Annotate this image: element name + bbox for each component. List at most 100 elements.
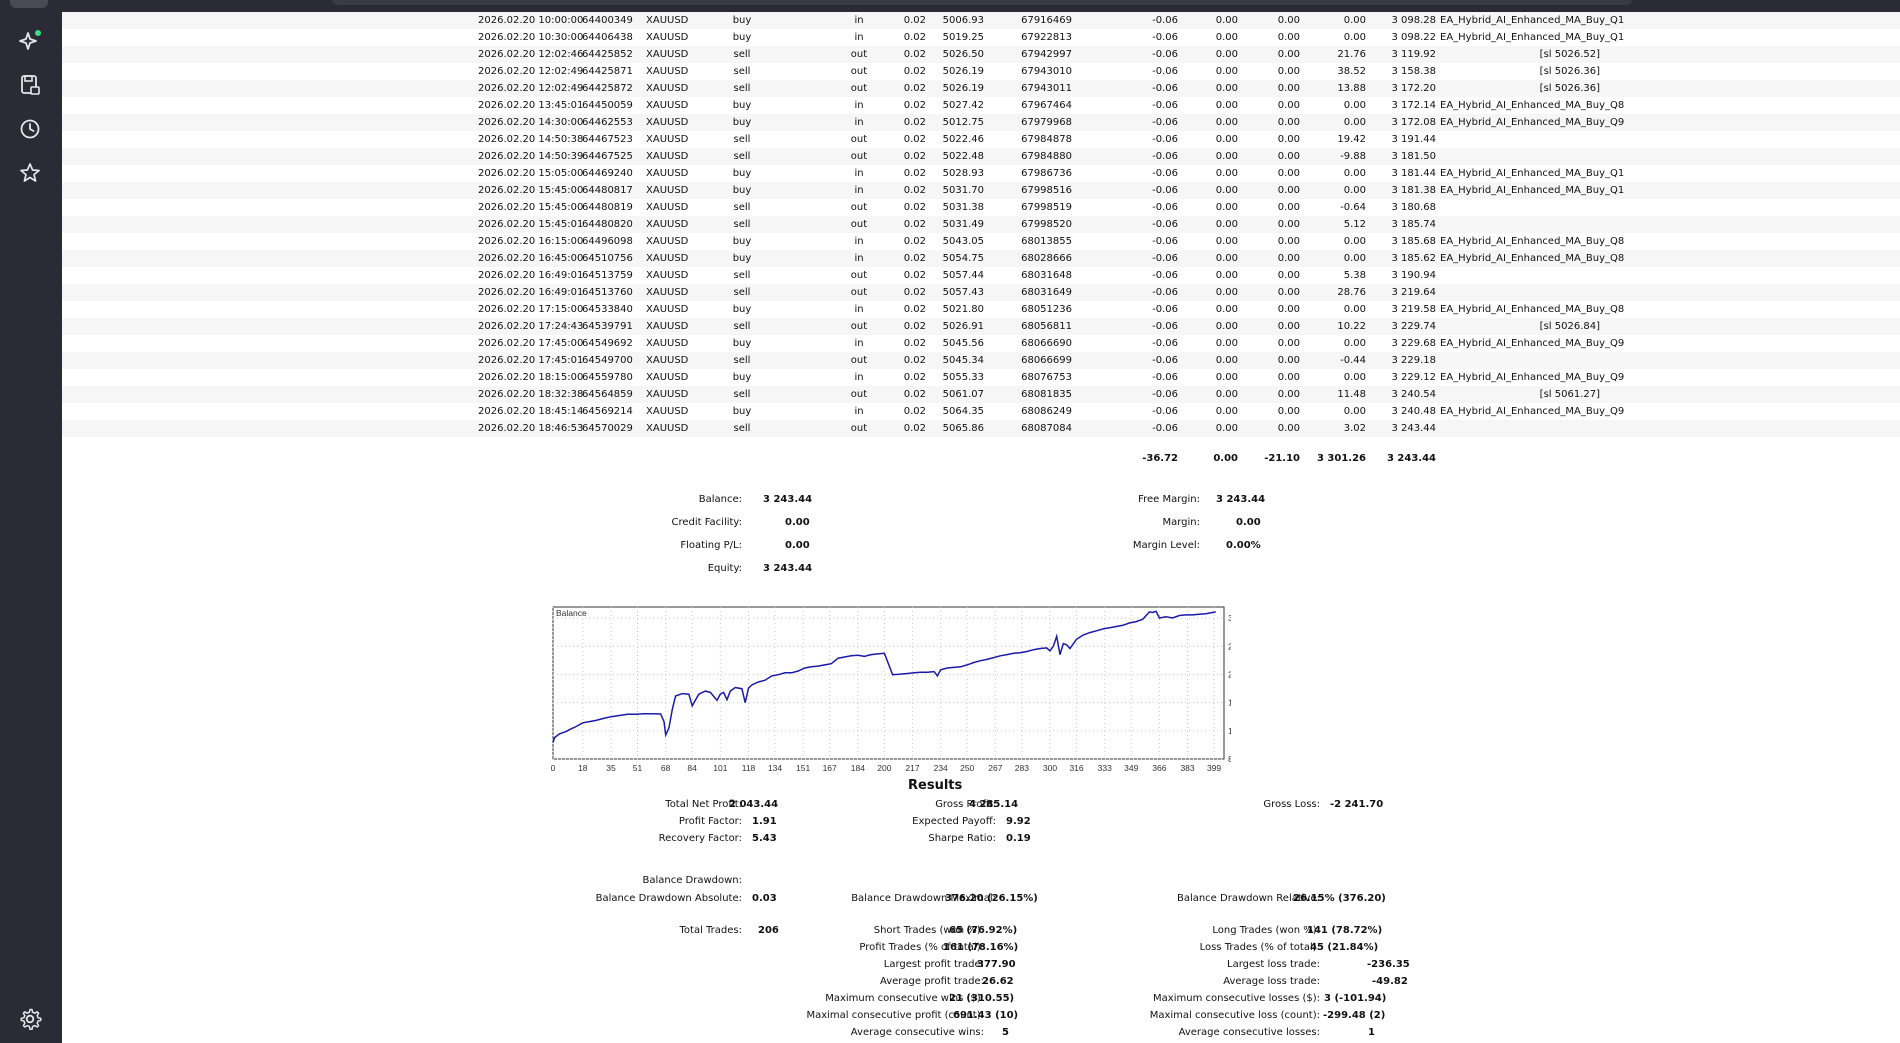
deal-type-cell: sell [733,134,751,145]
deal-deal-cell: 64510756 [582,253,633,264]
max-cons-losses-value: 3 (-101.94) [1324,993,1387,1004]
deal-profit-cell: 28.76 [1337,287,1366,298]
deal-profit-cell: -0.44 [1340,355,1366,366]
chart-y-tick-label: 3198 [1228,613,1231,623]
sparkle-icon[interactable] [17,28,43,54]
table-row: 2026.02.20 17:45:00 64549692 XAUUSD buy in 0.… [62,335,1900,352]
deal-profit-cell: 3.02 [1343,423,1366,434]
deal-commission-cell: -0.06 [1152,134,1178,145]
deal-deal-cell: 64570029 [582,423,633,434]
table-row: 2026.02.20 16:45:00 64510756 XAUUSD buy in 0.… [62,250,1900,267]
deal-time-cell: 2026.02.20 16:49:01 [478,287,584,298]
deal-type-cell: buy [732,338,752,349]
deal-comment-cell: EA_Hybrid_AI_Enhanced_MA_Buy_Q1 [1440,185,1625,196]
settings-icon[interactable] [17,1006,43,1032]
deal-time-cell: 2026.02.20 18:15:00 [478,372,584,383]
deal-direction-cell: out [850,287,868,298]
deal-direction-cell: in [854,32,864,43]
sidebar-top-tab[interactable] [10,0,48,8]
deal-order-cell: 67998516 [1021,185,1072,196]
deal-time-cell: 2026.02.20 16:15:00 [478,236,584,247]
table-row: 2026.02.20 10:00:00 64400349 XAUUSD buy in 0.… [62,12,1900,29]
deal-swap-cell: 0.00 [1277,355,1300,366]
deal-volume-cell: 0.02 [903,372,926,383]
table-row: 2026.02.20 15:45:00 64480819 XAUUSD sell out… [62,199,1900,216]
chart-x-tick-label: 234 [934,763,948,773]
deal-order-cell: 68087084 [1021,423,1072,434]
sidebar [0,0,62,1043]
deal-order-cell: 67984878 [1021,134,1072,145]
deal-volume-cell: 0.02 [903,253,926,264]
deal-volume-cell: 0.02 [903,134,926,145]
largest-profit-value: 377.90 [977,959,1016,970]
deal-symbol-cell: XAUUSD [646,270,689,281]
deal-time-cell: 2026.02.20 17:45:00 [478,338,584,349]
deal-swap-cell: 0.00 [1277,49,1300,60]
deal-order-cell: 68056811 [1021,321,1072,332]
total-commission: -36.72 [1142,453,1178,464]
balance-drawdown-label: Balance Drawdown: [642,875,742,886]
deal-fee-cell: 0.00 [1215,372,1238,383]
deal-symbol-cell: XAUUSD [646,304,689,315]
deal-symbol-cell: XAUUSD [646,355,689,366]
deal-price-cell: 5026.19 [942,83,984,94]
address-bar[interactable] [332,0,1632,5]
deal-commission-cell: -0.06 [1152,202,1178,213]
deal-swap-cell: 0.00 [1277,15,1300,26]
deal-swap-cell: 0.00 [1277,151,1300,162]
deal-swap-cell: 0.00 [1277,168,1300,179]
margin-value: 0.00 [1236,517,1261,528]
deal-commission-cell: -0.06 [1152,236,1178,247]
deal-deal-cell: 64425871 [582,66,633,77]
star-icon[interactable] [17,160,43,186]
deal-fee-cell: 0.00 [1215,287,1238,298]
deals-totals-row: -36.72 0.00 -21.10 3 301.26 3 243.44 [62,450,1900,467]
deal-time-cell: 2026.02.20 17:45:01 [478,355,584,366]
deal-type-cell: buy [732,304,752,315]
table-row: 2026.02.20 15:05:00 64469240 XAUUSD buy in 0.… [62,165,1900,182]
chart-x-tick-label: 84 [687,763,697,773]
deal-time-cell: 2026.02.20 15:45:01 [478,219,584,230]
deal-deal-cell: 64425872 [582,83,633,94]
deal-fee-cell: 0.00 [1215,389,1238,400]
deal-balance-cell: 3 185.62 [1391,253,1436,264]
deal-order-cell: 67943010 [1021,66,1072,77]
deal-price-cell: 5028.93 [942,168,984,179]
deal-deal-cell: 64569214 [582,406,633,417]
deal-deal-cell: 64513759 [582,270,633,281]
history-icon[interactable] [17,116,43,142]
table-row: 2026.02.20 12:02:46 64425852 XAUUSD sell out… [62,46,1900,63]
table-row: 2026.02.20 12:02:49 64425871 XAUUSD sell out… [62,63,1900,80]
margin-level-label: Margin Level: [1132,540,1200,551]
deal-balance-cell: 3 243.44 [1391,423,1436,434]
chart-x-tick-label: 18 [578,763,588,773]
deal-swap-cell: 0.00 [1277,321,1300,332]
table-row: 2026.02.20 18:46:53 64570029 XAUUSD sell out… [62,420,1900,437]
deal-type-cell: sell [733,270,751,281]
deal-price-cell: 5045.56 [942,338,984,349]
deal-symbol-cell: XAUUSD [646,202,689,213]
free-margin-value: 3 243.44 [1216,494,1266,505]
deal-balance-cell: 3 229.18 [1391,355,1436,366]
loss-trades-label: Loss Trades (% of total): [1199,942,1320,953]
deal-symbol-cell: XAUUSD [646,117,689,128]
deal-time-cell: 2026.02.20 12:02:46 [478,49,584,60]
deal-type-cell: buy [732,253,752,264]
deal-deal-cell: 64533840 [582,304,633,315]
deal-profit-cell: 0.00 [1343,253,1366,264]
deal-price-cell: 5022.46 [942,134,984,145]
save-icon[interactable] [17,72,43,98]
deal-balance-cell: 3 185.74 [1391,219,1436,230]
total-fee: 0.00 [1213,453,1238,464]
chart-x-tick-label: 151 [796,763,810,773]
deal-direction-cell: out [850,49,868,60]
deal-direction-cell: in [854,117,864,128]
deal-time-cell: 2026.02.20 15:05:00 [478,168,584,179]
deal-order-cell: 68066690 [1021,338,1072,349]
deal-price-cell: 5026.50 [942,49,984,60]
deal-commission-cell: -0.06 [1152,389,1178,400]
table-row: 2026.02.20 18:45:14 64569214 XAUUSD buy in 0.… [62,403,1900,420]
deal-profit-cell: 38.52 [1337,66,1366,77]
deal-swap-cell: 0.00 [1277,117,1300,128]
chart-x-tick-label: 167 [823,763,837,773]
